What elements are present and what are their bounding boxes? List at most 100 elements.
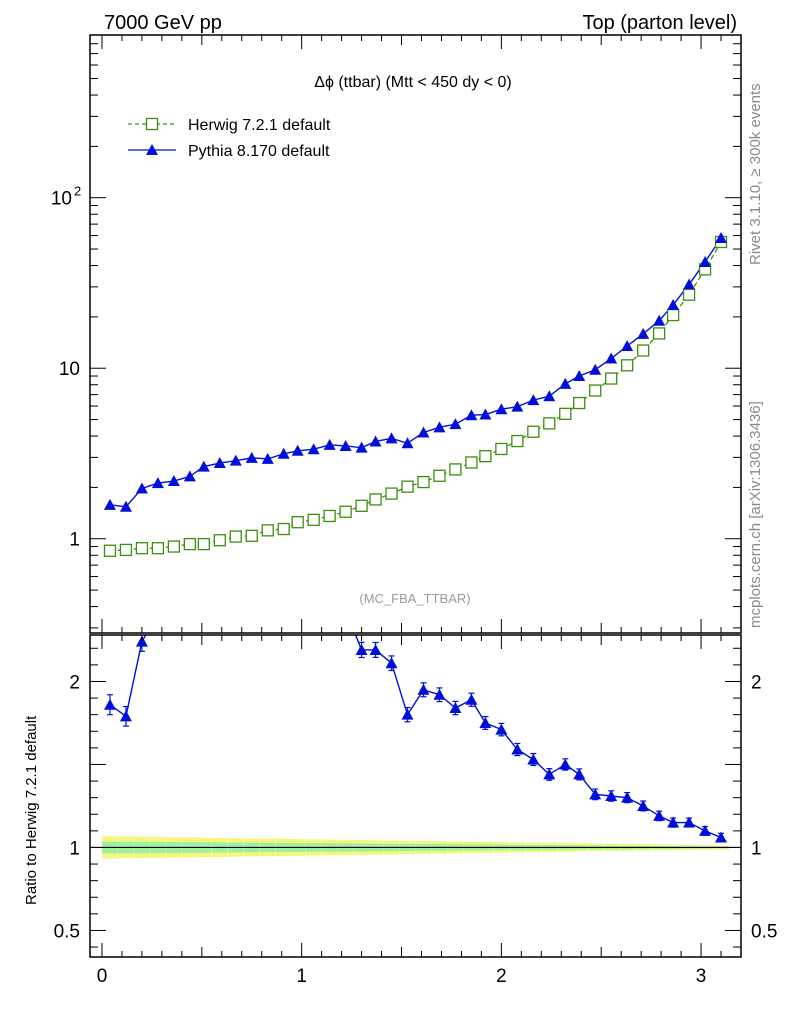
pythia-point [449, 418, 462, 430]
herwig-point [167, 540, 181, 553]
ratio-y-tick-label-right: 1 [751, 838, 762, 859]
herwig-point [183, 537, 196, 551]
pythia-ratio-point [308, 576, 320, 587]
pythia-point [653, 314, 666, 326]
pythia-ratio-point [543, 768, 556, 780]
herwig-point [465, 456, 478, 469]
pythia-point [465, 409, 478, 421]
pythia-ratio-point [417, 683, 430, 695]
pythia-ratio-point [355, 643, 368, 655]
ratio-y-tick-label: 0.5 [54, 921, 80, 942]
herwig-point [291, 516, 304, 529]
main-panel-series [103, 232, 728, 557]
y-tick-label: 10 [51, 189, 72, 210]
pythia-ratio-point [230, 544, 242, 555]
pythia-ratio-point [465, 693, 478, 705]
pythia-ratio-point [168, 606, 180, 617]
pythia-ratio-point [653, 809, 666, 821]
pythia-point [527, 394, 540, 406]
pythia-point [183, 470, 196, 482]
pythia-point [417, 426, 430, 438]
pythia-ratio-point [637, 799, 650, 811]
herwig-point [495, 442, 508, 456]
pythia-ratio-point [495, 723, 508, 735]
herwig-point [197, 537, 210, 551]
pythia-ratio-point [385, 657, 398, 669]
pythia-ratio-point [324, 574, 336, 585]
pythia-point [291, 444, 304, 456]
plot-title: Δϕ (ttbar) (Mtt < 450 dy < 0) [314, 74, 512, 91]
pythia-point [151, 477, 164, 489]
pythia-ratio-point [340, 604, 352, 615]
pythia-ratio-point [292, 573, 304, 584]
herwig-point [245, 529, 258, 542]
herwig-point [417, 475, 430, 489]
pythia-ratio-point [559, 758, 572, 770]
analysis-tag: (MC_FBA_TTBAR) [359, 591, 470, 606]
pythia-point [355, 441, 368, 453]
x-tick-label: 3 [696, 966, 707, 987]
herwig-point [543, 417, 556, 430]
herwig-point [527, 425, 540, 438]
pythia-line [109, 237, 722, 508]
pythia-point [369, 435, 382, 447]
ratio-y-tick-label-right: 2 [751, 672, 762, 693]
pythia-point [511, 400, 524, 412]
pythia-point [495, 403, 508, 415]
pythia-ratio-point [715, 831, 728, 843]
x-tick-label: 1 [296, 966, 307, 987]
pythia-point [103, 498, 116, 510]
herwig-point [573, 396, 586, 410]
pythia-ratio-point [278, 549, 290, 560]
herwig-point [682, 288, 696, 301]
pythia-point [637, 327, 650, 339]
herwig-point [479, 450, 492, 463]
pythia-point [213, 457, 226, 469]
pythia-ratio-point [449, 702, 462, 714]
pythia-ratio-point [369, 643, 382, 655]
pythia-ratio-point [605, 790, 618, 801]
herwig-point [652, 327, 666, 340]
pythia-ratio-point [479, 716, 492, 728]
herwig-point [605, 372, 618, 385]
legend-pythia-marker [146, 144, 158, 155]
herwig-point [621, 359, 634, 372]
herwig-point [229, 530, 242, 543]
pythia-point [667, 298, 680, 310]
pythia-ratio-point [262, 571, 274, 582]
herwig-point [277, 522, 290, 536]
pythia-point [715, 232, 728, 244]
pythia-point [245, 451, 258, 463]
herwig-point [213, 534, 226, 547]
herwig-point [511, 434, 524, 448]
pythia-point [683, 278, 696, 290]
pythia-point [621, 339, 634, 351]
herwig-point [385, 487, 398, 500]
pythia-point [559, 377, 572, 389]
pythia-ratio-point [511, 743, 524, 755]
pythia-ratio-line [109, 635, 722, 839]
herwig-point [103, 544, 117, 557]
pythia-ratio-point [621, 791, 634, 803]
herwig-point [449, 463, 462, 476]
herwig-point [637, 344, 650, 357]
header-left-label: 7000 GeV pp [104, 12, 222, 34]
ratio-panel-series [90, 544, 741, 849]
x-tick-label: 2 [496, 966, 507, 987]
y-tick-label-exponent: 2 [74, 184, 81, 199]
herwig-line [109, 241, 722, 552]
y-tick-label: 1 [69, 530, 80, 551]
rivet-side-label: Rivet 3.1.10, ≥ 300k events [747, 83, 764, 265]
pythia-ratio-point [699, 824, 712, 836]
header-right-label: Top (parton level) [582, 12, 737, 34]
pythia-point [339, 439, 352, 451]
pythia-point [229, 454, 242, 466]
ratio-y-tick-label: 2 [69, 672, 80, 693]
herwig-point [135, 542, 149, 555]
pythia-ratio-point [527, 753, 540, 765]
x-tick-label: 0 [97, 966, 108, 987]
herwig-point [559, 407, 572, 421]
herwig-point [355, 499, 368, 512]
